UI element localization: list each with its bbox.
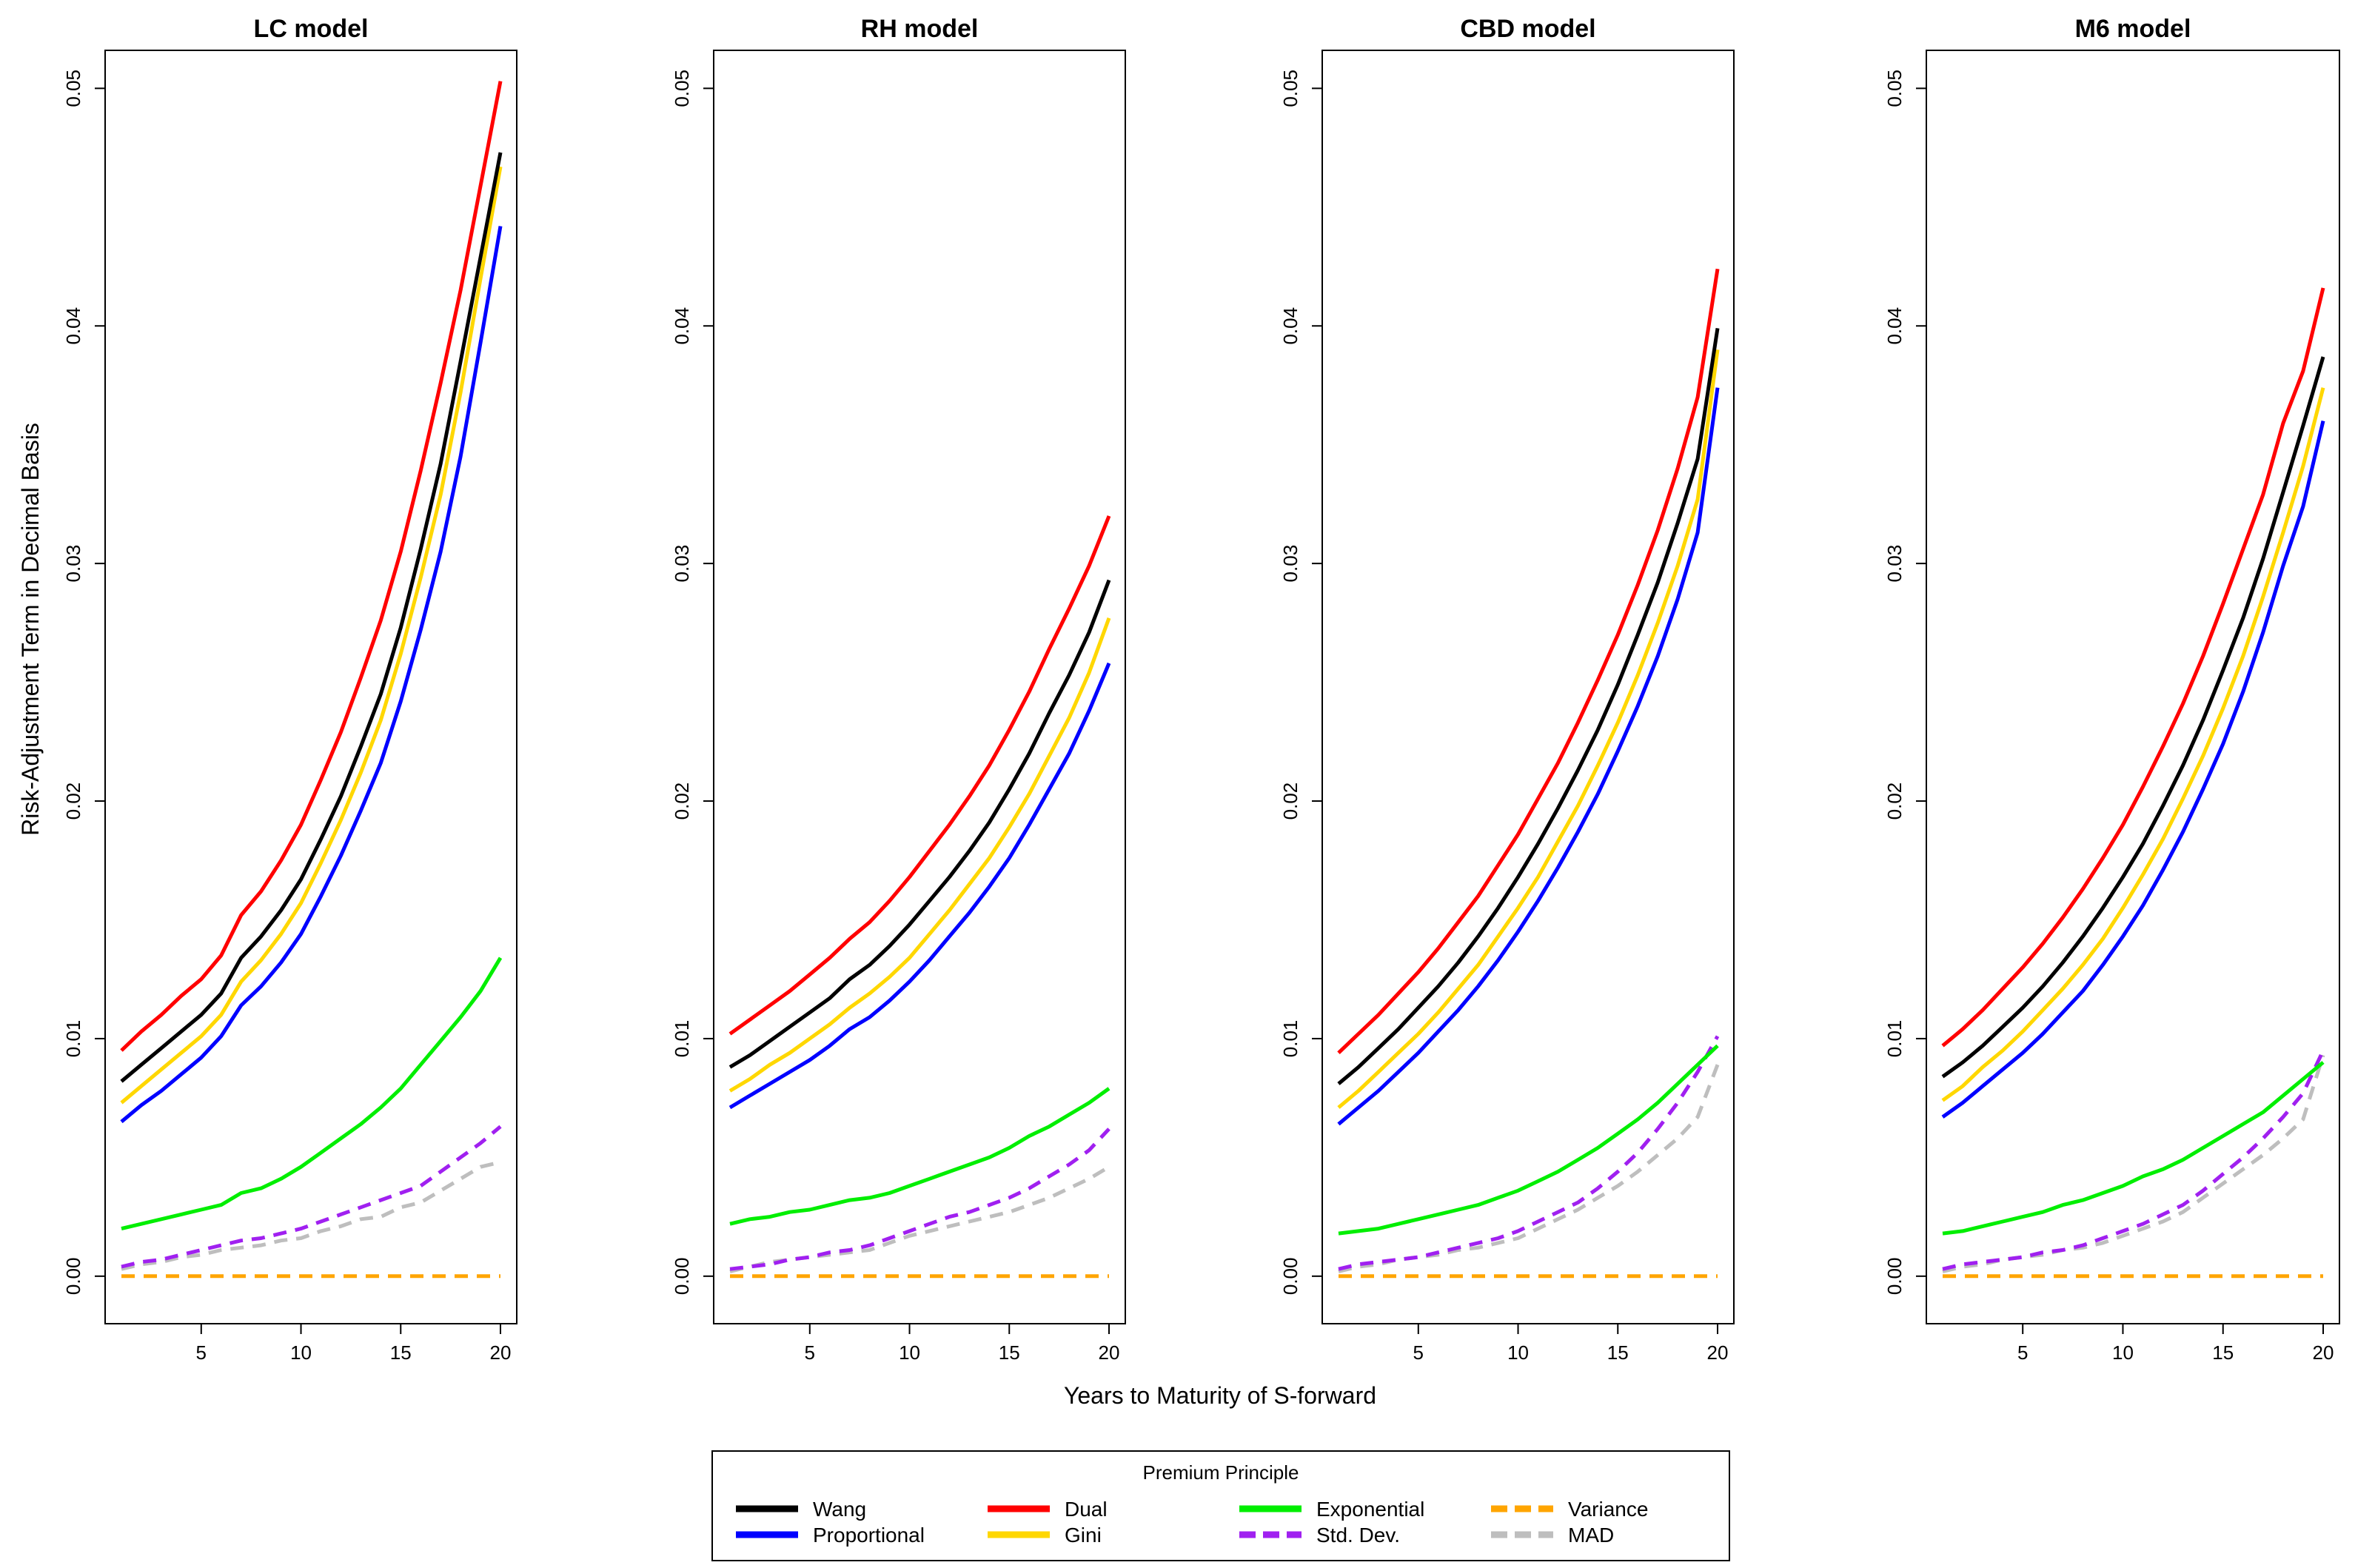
x-tick-label: 15 — [999, 1341, 1020, 1364]
series-line-gini — [1941, 387, 2325, 1102]
x-tick-label: 10 — [899, 1341, 920, 1364]
legend-title: Premium Principle — [1143, 1461, 1299, 1484]
series-line-gini — [728, 617, 1111, 1093]
x-tick-label: 10 — [290, 1341, 312, 1364]
y-tick-label: 0.01 — [62, 1020, 84, 1058]
y-tick-label: 0.03 — [62, 545, 84, 583]
plot-frame — [104, 50, 517, 1324]
y-tick-label: 0.05 — [62, 70, 84, 107]
y-tick-label: 0.00 — [62, 1258, 84, 1296]
series-line-proportional — [120, 226, 503, 1124]
y-tick-label: 0.04 — [1883, 307, 1906, 345]
legend-label-mad: MAD — [1568, 1524, 1614, 1547]
y-tick-label: 0.00 — [1279, 1258, 1302, 1296]
series-line-exponential — [1942, 1061, 2325, 1236]
legend-label-dual: Dual — [1065, 1498, 1108, 1521]
y-tick-label: 0.05 — [1279, 70, 1302, 107]
panel-cbd-model: CBD model 5 10 15 20 0.00 0.01 0.02 0.03 0.04 0.05 — [1279, 15, 1735, 1364]
series-line-wang — [120, 152, 503, 1083]
y-axis-title: Risk-Adjustment Term in Decimal Basis — [17, 423, 44, 836]
series-line-wang — [728, 579, 1111, 1069]
legend-label-variance: Variance — [1568, 1498, 1648, 1521]
legend-label-proportional: Proportional — [813, 1524, 925, 1547]
x-tick-label: 15 — [2212, 1341, 2234, 1364]
y-tick-label: 0.04 — [671, 307, 693, 345]
x-tick-label: 15 — [390, 1341, 412, 1364]
y-tick-label: 0.05 — [671, 70, 693, 107]
x-tick-label: 5 — [1413, 1341, 1424, 1364]
series-line-proportional — [1337, 387, 1720, 1126]
legend: Premium Principle Wang Proportional Dual Gin… — [711, 1450, 1730, 1561]
series-line-std-dev — [1942, 1049, 2325, 1271]
y-tick-label: 0.02 — [1279, 783, 1302, 820]
panel-title: CBD model — [1460, 15, 1595, 43]
series-line-dual — [120, 81, 503, 1052]
series-line-proportional — [1941, 421, 2325, 1119]
series-line-dual — [728, 515, 1111, 1036]
series-line-wang — [1337, 328, 1720, 1085]
series-line-exponential — [121, 956, 503, 1231]
plot-frame — [713, 50, 1126, 1324]
series-line-std-dev — [729, 1128, 1110, 1271]
panel-title: LC model — [254, 15, 369, 43]
y-tick-label: 0.04 — [62, 307, 84, 345]
x-axis-title: Years to Maturity of S-forward — [1064, 1382, 1376, 1409]
series-line-std-dev — [1338, 1035, 1720, 1271]
y-tick-label: 0.01 — [1279, 1020, 1302, 1058]
panel-title: RH model — [861, 15, 979, 43]
series-line-gini — [1337, 349, 1720, 1109]
y-tick-label: 0.04 — [1279, 307, 1302, 345]
x-tick-label: 20 — [1099, 1341, 1120, 1364]
panel-lc-model: LC model 5 10 15 20 0.00 0.01 0.02 0.03 0.04 0.05 — [62, 15, 517, 1364]
y-tick-label: 0.03 — [671, 545, 693, 583]
legend-label-gini: Gini — [1065, 1524, 1102, 1547]
y-tick-label: 0.01 — [1883, 1020, 1906, 1058]
plot-frame — [1926, 50, 2340, 1324]
y-tick-label: 0.02 — [1883, 783, 1906, 820]
series-line-mad — [1338, 1064, 1720, 1273]
series-line-wang — [1941, 356, 2325, 1079]
x-tick-label: 10 — [2112, 1341, 2134, 1364]
plot-frame — [1321, 50, 1735, 1324]
series-line-mad — [1942, 1054, 2325, 1273]
x-tick-label: 5 — [805, 1341, 815, 1364]
x-tick-label: 15 — [1607, 1341, 1629, 1364]
y-tick-label: 0.05 — [1883, 70, 1906, 107]
panel-m6-model: M6 model 5 10 15 20 0.00 0.01 0.02 0.03 0.04 0.05 — [1883, 15, 2340, 1364]
series-line-dual — [1337, 268, 1720, 1055]
series-line-exponential — [1338, 1044, 1719, 1236]
x-tick-label: 20 — [490, 1341, 512, 1364]
legend-label-wang: Wang — [813, 1498, 866, 1521]
x-tick-label: 10 — [1507, 1341, 1529, 1364]
y-tick-label: 0.00 — [671, 1258, 693, 1296]
x-tick-label: 5 — [196, 1341, 207, 1364]
series-line-std-dev — [121, 1125, 502, 1269]
y-tick-label: 0.01 — [671, 1020, 693, 1058]
series-line-proportional — [728, 662, 1111, 1110]
legend-box — [711, 1450, 1730, 1561]
x-tick-label: 20 — [1707, 1341, 1729, 1364]
panel-rh-model: RH model 5 10 15 20 0.00 0.01 0.02 0.03 0.04 0.05 — [671, 15, 1126, 1364]
y-tick-label: 0.03 — [1279, 545, 1302, 583]
series-line-exponential — [729, 1087, 1110, 1226]
series-line-dual — [1941, 287, 2325, 1048]
legend-label-exponential: Exponential — [1316, 1498, 1424, 1521]
y-tick-label: 0.03 — [1883, 545, 1906, 583]
legend-label-std-dev: Std. Dev. — [1316, 1524, 1400, 1547]
y-tick-label: 0.00 — [1883, 1258, 1906, 1296]
x-tick-label: 5 — [2017, 1341, 2028, 1364]
y-tick-label: 0.02 — [62, 783, 84, 820]
x-tick-label: 20 — [2313, 1341, 2334, 1364]
series-line-gini — [120, 166, 503, 1105]
y-tick-label: 0.02 — [671, 783, 693, 820]
panel-title: M6 model — [2075, 15, 2191, 43]
